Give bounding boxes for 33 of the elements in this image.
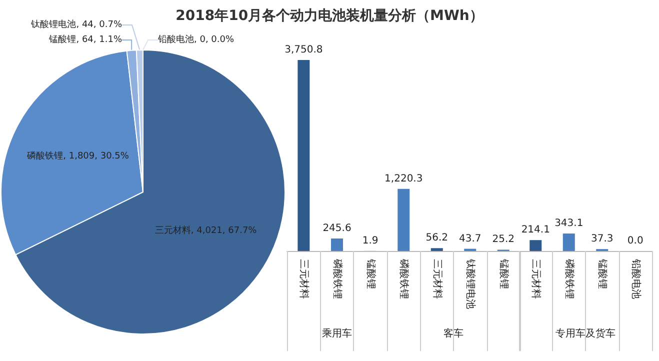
x-tick-label: 三元材料 (530, 259, 542, 299)
x-tick-label: 磷酸铁锂 (564, 258, 576, 299)
text: 2018年10月各个动力电池装机量分析（MWh） (176, 8, 484, 24)
data-label: 343.1 (554, 218, 584, 230)
x-tick-label: 三元材料 (430, 259, 443, 299)
slice-label: 磷酸铁锂, 1,809, 30.5% (26, 150, 130, 162)
slice-label: 锰酸锂, 64, 1.1% (48, 34, 122, 45)
data-label: 56.2 (425, 232, 448, 244)
x-tick-label: 锰酸锂 (596, 258, 609, 289)
legend-label: 铅酸电池, 0, 0.0% (157, 34, 234, 45)
x-tick-label: 铅酸电池 (630, 258, 642, 299)
data-label: 0.0 (628, 236, 644, 246)
slice-label: 钛酸锂电池, 44, 0.7% (30, 19, 122, 30)
x-axis-title: 乘用车 (322, 328, 352, 340)
bar (430, 248, 442, 251)
slice-label: 三元材料, 4,021, 67.7% (154, 225, 258, 236)
x-tick-label: 锰酸锂 (497, 258, 510, 289)
x-tick-label: 锰酸锂 (364, 258, 377, 289)
x-axis-title: 专用车及货车 (556, 328, 616, 340)
data-label: 43.7 (458, 233, 481, 244)
bar (397, 188, 410, 251)
x-tick-label: 磷酸铁锂 (332, 258, 344, 299)
data-label: 25.2 (492, 234, 514, 246)
x-tick-label: 钛酸锂电池 (464, 258, 476, 309)
data-label: 1,220.3 (384, 173, 422, 184)
data-label: 1.9 (362, 235, 378, 246)
x-tick-label: 磷酸铁锂 (398, 258, 410, 299)
data-label: 214.1 (522, 224, 550, 236)
data-label: 3,750.8 (284, 44, 323, 56)
x-tick-label: 三元材料 (298, 259, 310, 299)
data-label: 245.6 (322, 222, 352, 234)
x-axis-title: 客车 (443, 328, 464, 340)
data-label: 37.3 (591, 234, 614, 245)
